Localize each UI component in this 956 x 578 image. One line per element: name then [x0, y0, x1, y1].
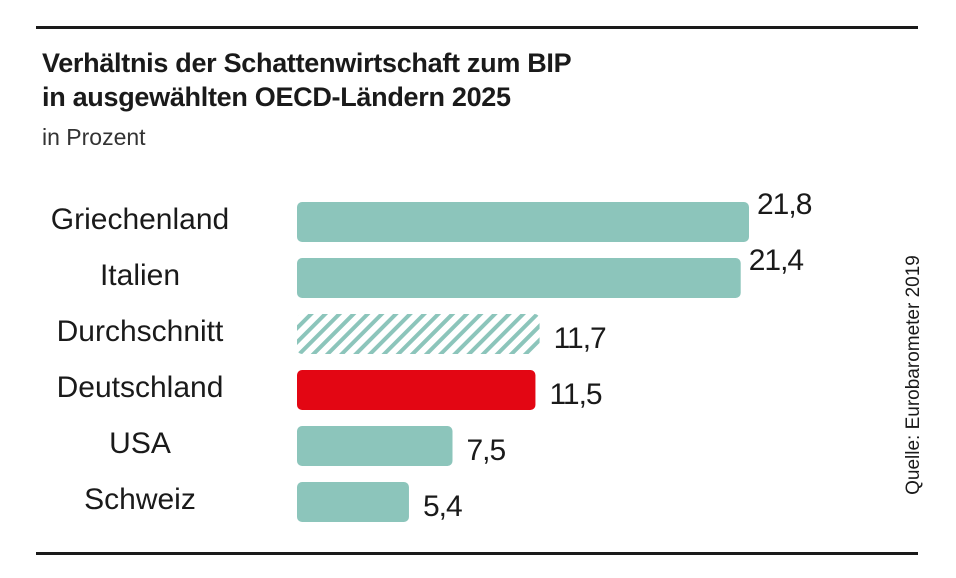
category-label: Italien	[100, 259, 180, 292]
bar-usa	[297, 426, 453, 466]
category-label: Durchschnitt	[57, 315, 224, 348]
value-label: 5,4	[423, 490, 462, 523]
value-label: 21,8	[757, 188, 812, 221]
source-note: Quelle: Eurobarometer 2019	[903, 255, 924, 495]
category-label: USA	[109, 427, 171, 460]
bar-durchschnitt	[297, 314, 540, 354]
chart-subtitle: in Prozent	[42, 124, 146, 150]
title-line-1: Verhältnis der Schattenwirtschaft zum BI…	[42, 48, 572, 78]
category-label: Deutschland	[57, 371, 224, 404]
bar-griechenland	[297, 202, 749, 242]
value-label: 7,5	[467, 434, 506, 467]
value-label: 21,4	[749, 244, 804, 277]
bar-deutschland	[297, 370, 536, 410]
category-label: Griechenland	[51, 203, 229, 236]
top-rule	[36, 26, 918, 29]
category-label: Schweiz	[84, 483, 196, 516]
bottom-rule	[36, 552, 918, 555]
value-label: 11,7	[554, 322, 606, 355]
bar-schweiz	[297, 482, 409, 522]
title-line-2: in ausgewählten OECD-Ländern 2025	[42, 82, 511, 112]
bar-italien	[297, 258, 741, 298]
value-label: 11,5	[549, 378, 601, 411]
chart-title: Verhältnis der Schattenwirtschaft zum BI…	[42, 46, 572, 114]
